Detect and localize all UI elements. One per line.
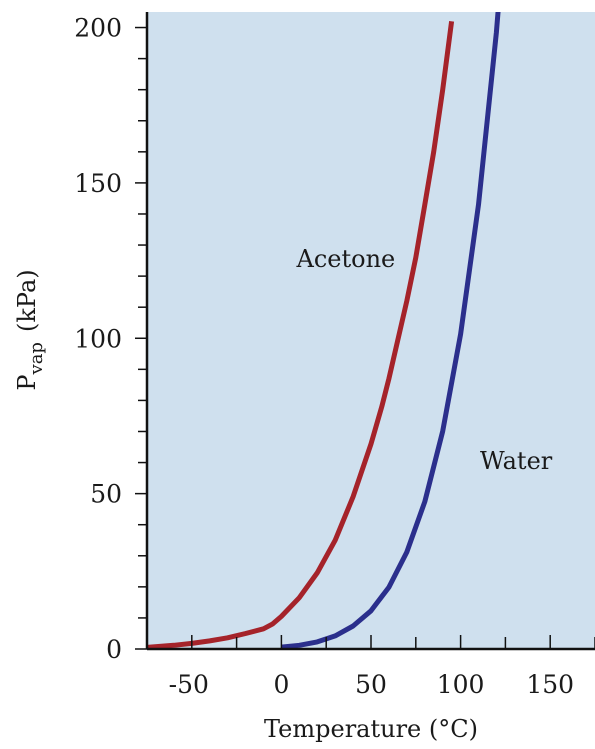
series-label-water: Water xyxy=(480,447,553,475)
x-tick-label: 100 xyxy=(437,670,485,699)
series-line-acetone xyxy=(147,20,455,649)
y-axis-title-unit: (kPa) xyxy=(13,269,41,332)
y-tick-label: 200 xyxy=(74,14,122,43)
y-axis-title-main: P xyxy=(13,374,41,390)
y-tick-label: 50 xyxy=(90,480,122,509)
x-tick-label: -50 xyxy=(169,670,209,699)
x-tick-label: 0 xyxy=(273,670,289,699)
plot-area xyxy=(147,12,595,649)
x-tick-label: 50 xyxy=(355,670,387,699)
y-axis-title: Pvap (kPa) xyxy=(13,269,47,390)
y-tick-label: 150 xyxy=(74,169,122,198)
series-line-water xyxy=(281,12,501,649)
y-tick-label: 0 xyxy=(106,635,122,664)
y-tick-label: 100 xyxy=(74,324,122,353)
series-label-acetone: Acetone xyxy=(296,245,396,273)
y-axis-title-subscript: vap xyxy=(26,342,47,375)
x-tick-label: 150 xyxy=(526,670,574,699)
x-axis-title: Temperature (°C) xyxy=(264,715,478,743)
